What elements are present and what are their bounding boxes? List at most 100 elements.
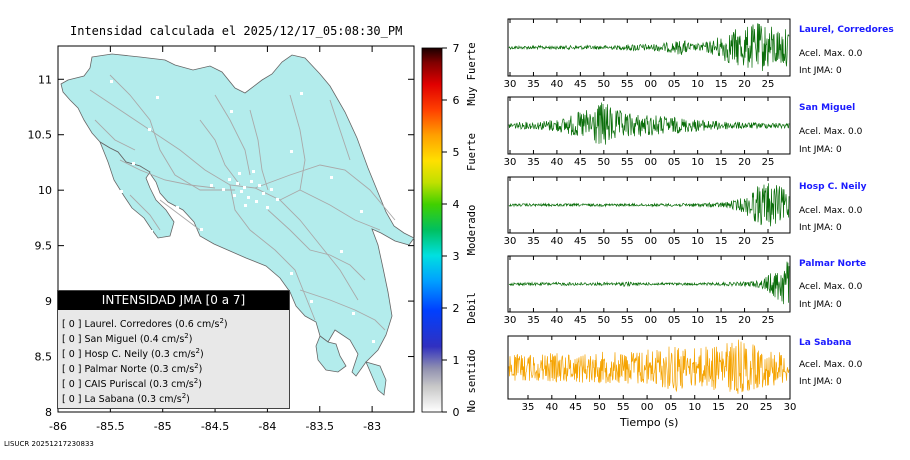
trace-line xyxy=(508,102,790,145)
trace-x-tick-label: 55 xyxy=(621,79,634,90)
osa-peninsula xyxy=(315,335,347,373)
map-y-tick-label: 8.5 xyxy=(35,351,53,364)
colorbar-tick-label: 6 xyxy=(453,94,460,107)
trace-x-tick-label: 35 xyxy=(527,315,540,326)
trace-x-tick-label: 45 xyxy=(574,236,587,247)
station-intensity: Int JMA: 0 xyxy=(799,377,842,387)
time-axis-label: Tiempo (s) xyxy=(620,416,679,429)
town-markers xyxy=(110,80,375,343)
trace-x-tick-label: 10 xyxy=(691,236,704,247)
legend-item: [ 0 ] Palmar Norte (0.3 cm/s2) xyxy=(62,362,203,376)
trace-x-tick-label: 00 xyxy=(644,79,657,90)
map-y-tick-label: 11 xyxy=(38,73,52,86)
trace-x-tick-label: 20 xyxy=(738,315,751,326)
colorbar-ticks: 0 1 2 3 4 5 6 7 xyxy=(442,42,460,419)
trace-x-tick-label: 25 xyxy=(762,236,775,247)
colorbar-tick-label: 0 xyxy=(453,406,460,419)
trace-x-tick-label: 30 xyxy=(504,315,517,326)
map-x-axis: -86 -85.5 -85 -84.5 -84 -83.5 -83 xyxy=(49,46,381,433)
trace-x-tick-label: 40 xyxy=(551,315,564,326)
station-accel: Acel. Max. 0.0 xyxy=(799,127,863,137)
station-intensity: Int JMA: 0 xyxy=(799,223,842,233)
trace-x-tick-label: 40 xyxy=(545,402,558,413)
map-y-axis: 8 8.5 9 9.5 10 10.5 11 xyxy=(28,73,414,419)
trace-x-tick-label: 25 xyxy=(760,402,773,413)
colorbar-tick-label: 7 xyxy=(453,42,460,55)
station-intensity: Int JMA: 0 xyxy=(799,66,842,76)
legend-item: [ 0 ] Laurel. Corredores (0.6 cm/s2) xyxy=(62,317,228,331)
trace-x-tick-label: 25 xyxy=(762,79,775,90)
trace-x-tick-label: 15 xyxy=(715,79,728,90)
legend-item: [ 0 ] Hosp C. Neily (0.3 cm/s2) xyxy=(62,347,204,361)
trace-x-tick-label: 30 xyxy=(504,236,517,247)
trace-line xyxy=(508,183,790,227)
colorbar-tick-label: 2 xyxy=(453,302,460,315)
trace-x-tick-label: 35 xyxy=(522,402,535,413)
trace-x-tick-label: 25 xyxy=(762,157,775,168)
trace-x-tick-label: 30 xyxy=(784,402,797,413)
colorbar-tick-label: 1 xyxy=(453,354,460,367)
colorbar-tick-label: 4 xyxy=(453,198,460,211)
map-x-tick-label: -85.5 xyxy=(96,420,124,433)
trace-x-tick-label: 55 xyxy=(621,157,634,168)
map-title: Intensidad calculada el 2025/12/17_05:08… xyxy=(70,24,403,38)
trace-x-tick-label: 50 xyxy=(593,402,606,413)
station-accel: Acel. Max. 0.0 xyxy=(799,360,863,370)
trace-x-tick-label: 45 xyxy=(574,79,587,90)
trace-line xyxy=(508,23,790,72)
intensity-legend: INTENSIDAD JMA [0 a 7] [ 0 ] Laurel. Cor… xyxy=(57,290,290,409)
station-name: Hosp C. Neily xyxy=(799,182,867,192)
legend-item: [ 0 ] San Miguel (0.4 cm/s2) xyxy=(62,332,193,346)
station-name: Laurel, Corredores xyxy=(799,25,894,35)
station-accel: Acel. Max. 0.0 xyxy=(799,206,863,216)
trace-x-tick-label: 40 xyxy=(551,236,564,247)
trace-x-tick-label: 05 xyxy=(668,315,681,326)
legend-title: INTENSIDAD JMA [0 a 7] xyxy=(58,291,289,310)
trace-panel-frame xyxy=(507,255,791,313)
trace-x-tick-label: 50 xyxy=(597,79,610,90)
map-x-tick-label: -84 xyxy=(258,420,276,433)
trace-x-tick-label: 15 xyxy=(712,402,725,413)
trace-x-tick-label: 05 xyxy=(665,402,678,413)
colorbar-class-labels: No sentido Debil Moderado Fuerte Muy Fuerte xyxy=(466,42,478,412)
trace-x-tick-label: 35 xyxy=(527,79,540,90)
map-y-tick-label: 10.5 xyxy=(28,129,53,142)
trace-x-tick-label: 45 xyxy=(569,402,582,413)
trace-x-tick-label: 20 xyxy=(736,402,749,413)
trace-x-tick-label: 05 xyxy=(668,79,681,90)
trace-x-tick-label: 00 xyxy=(644,236,657,247)
trace-x-tick-label: 10 xyxy=(691,157,704,168)
trace-line xyxy=(508,339,790,394)
map-x-tick-label: -86 xyxy=(49,420,67,433)
colorbar-class-label: Debil xyxy=(466,292,478,324)
colorbar-class-label: No sentido xyxy=(466,349,478,412)
station-accel: Acel. Max. 0.0 xyxy=(799,282,863,292)
map-x-tick-label: -83.5 xyxy=(306,420,334,433)
colorbar-gradient xyxy=(421,47,443,413)
map-y-tick-label: 10 xyxy=(38,184,52,197)
colorbar-tick-label: 5 xyxy=(453,146,460,159)
trace-x-tick-label: 50 xyxy=(597,315,610,326)
trace-x-tick-label: 00 xyxy=(644,315,657,326)
legend-item: [ 0 ] La Sabana (0.3 cm/s2) xyxy=(62,392,190,406)
trace-line xyxy=(508,261,790,305)
map-y-tick-label: 8 xyxy=(45,406,52,419)
trace-x-tick-label: 20 xyxy=(738,157,751,168)
trace-x-tick-label: 20 xyxy=(738,79,751,90)
colorbar-class-label: Moderado xyxy=(466,205,478,256)
trace-x-tick-label: 15 xyxy=(715,157,728,168)
trace-x-tick-label: 35 xyxy=(527,157,540,168)
station-intensity: Int JMA: 0 xyxy=(799,300,842,310)
station-accel: Acel. Max. 0.0 xyxy=(799,49,863,59)
trace-x-tick-label: 15 xyxy=(715,315,728,326)
trace-x-tick-label: 05 xyxy=(668,157,681,168)
road-network xyxy=(89,74,396,331)
trace-x-tick-label: 55 xyxy=(621,315,634,326)
map-y-tick-label: 9.5 xyxy=(35,240,53,253)
trace-x-tick-label: 15 xyxy=(715,236,728,247)
trace-x-tick-label: 50 xyxy=(597,157,610,168)
trace-x-tick-label: 25 xyxy=(762,315,775,326)
trace-x-tick-label: 40 xyxy=(551,79,564,90)
colorbar-class-label: Muy Fuerte xyxy=(466,42,478,105)
